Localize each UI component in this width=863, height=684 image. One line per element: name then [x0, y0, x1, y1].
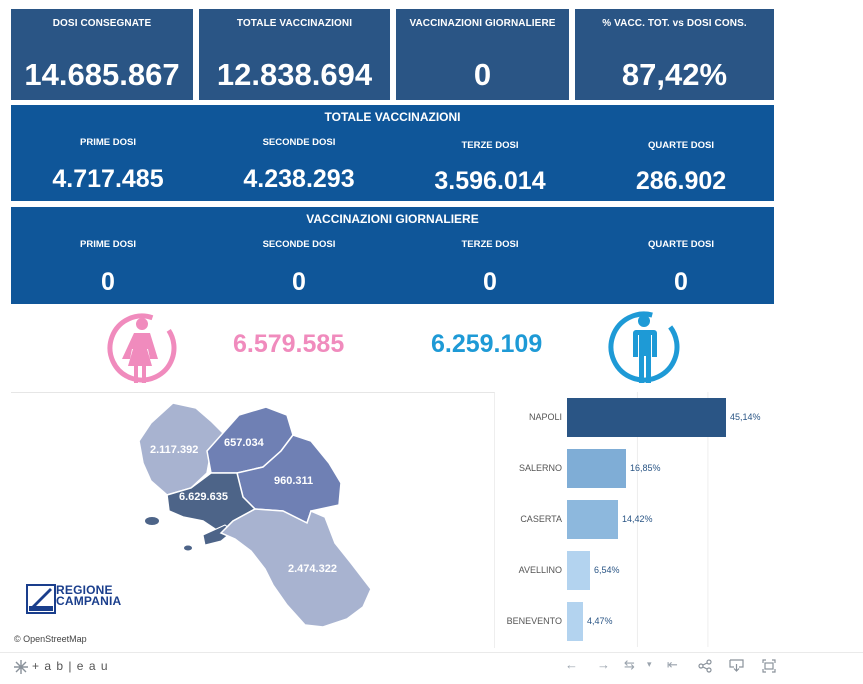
- reset-icon[interactable]: ⇤: [667, 657, 678, 672]
- logo-line-2: CAMPANIA: [56, 594, 122, 608]
- sub-label: TERZE DOSI: [461, 239, 519, 250]
- kpi-value: 87,42%: [621, 57, 728, 92]
- kpi-percentuale: % VACC. TOT. vs DOSI CONS. 87,42%: [575, 9, 774, 100]
- sub-value: 0: [101, 268, 115, 296]
- campania-map[interactable]: 2.117.392 657.034 960.311 6.629.635 2.47…: [11, 392, 495, 648]
- sub-label: SECONDE DOSI: [262, 137, 336, 148]
- bar-value-label: 6,54%: [594, 564, 620, 575]
- male-icon: [608, 311, 680, 383]
- tableau-toolbar: + a b | e a u ← → ⇆ ▾ ⇤: [0, 652, 863, 684]
- regione-crest-icon: [26, 584, 56, 614]
- map-label-benevento: 657.034: [224, 437, 264, 449]
- sub-value: 0: [483, 268, 497, 296]
- bar-salerno[interactable]: [567, 449, 626, 488]
- bar-value-label: 45,14%: [730, 411, 761, 422]
- panel-title: TOTALE VACCINAZIONI: [324, 110, 461, 124]
- bar-category-label: CASERTA: [520, 513, 562, 524]
- map-attribution[interactable]: © OpenStreetMap: [14, 634, 87, 644]
- male-count: 6.259.109: [431, 330, 543, 358]
- island-ischia: [145, 517, 159, 525]
- kpi-value: 12.838.694: [216, 57, 373, 92]
- undo-icon[interactable]: ←: [565, 657, 578, 672]
- kpi-label: VACCINAZIONI GIORNALIERE: [409, 18, 556, 29]
- bar-value-label: 16,85%: [630, 462, 661, 473]
- sub-value: 3.596.014: [434, 167, 546, 195]
- sub-label: QUARTE DOSI: [648, 140, 714, 151]
- kpi-totale-vaccinazioni: TOTALE VACCINAZIONI 12.838.694: [199, 9, 390, 100]
- redo-icon[interactable]: →: [597, 657, 610, 672]
- bar-caserta[interactable]: [567, 500, 618, 539]
- sub-label: PRIME DOSI: [80, 137, 136, 148]
- province-salerno[interactable]: [219, 508, 372, 628]
- map-label-napoli: 6.629.635: [179, 491, 228, 503]
- revert-dropdown-icon[interactable]: ▾: [647, 659, 652, 669]
- logo-line-1: REGIONE: [56, 583, 113, 597]
- map-canvas: [138, 402, 372, 628]
- tableau-logo-icon: [14, 660, 28, 674]
- bar-category-label: SALERNO: [518, 462, 562, 473]
- totale-vaccinazioni-panel: TOTALE VACCINAZIONI PRIME DOSI 4.717.485…: [11, 105, 774, 201]
- panel-title: VACCINAZIONI GIORNALIERE: [306, 212, 479, 226]
- kpi-value: 14.685.867: [24, 57, 180, 92]
- map-label-avellino: 960.311: [274, 475, 314, 487]
- kpi-dosi-consegnate: DOSI CONSEGNATE 14.685.867: [11, 9, 193, 100]
- bar-category-label: BENEVENTO: [506, 615, 562, 626]
- sub-value: 0: [674, 268, 688, 296]
- revert-icon[interactable]: ⇆: [624, 657, 635, 672]
- kpi-label: TOTALE VACCINAZIONI: [236, 18, 353, 29]
- female-count: 6.579.585: [233, 330, 345, 358]
- map-label-salerno: 2.474.322: [288, 563, 337, 575]
- share-icon[interactable]: [698, 659, 712, 673]
- sub-label: QUARTE DOSI: [648, 239, 714, 250]
- kpi-vaccinazioni-giornaliere: VACCINAZIONI GIORNALIERE 0: [396, 9, 569, 100]
- bar-benevento[interactable]: [567, 602, 583, 641]
- regione-campania-logo: REGIONE CAMPANIA: [26, 583, 121, 619]
- island-capri: [184, 545, 192, 551]
- sub-value: 4.238.293: [243, 165, 355, 193]
- bar-value-label: 4,47%: [587, 615, 613, 626]
- female-icon: [107, 313, 177, 383]
- fullscreen-icon[interactable]: [762, 659, 776, 673]
- bar-category-label: NAPOLI: [528, 411, 562, 422]
- kpi-value: 0: [473, 57, 492, 92]
- sub-label: TERZE DOSI: [461, 140, 519, 151]
- bar-avellino[interactable]: [567, 551, 590, 590]
- sub-value: 4.717.485: [52, 165, 164, 193]
- kpi-label: % VACC. TOT. vs DOSI CONS.: [602, 18, 747, 29]
- sub-label: SECONDE DOSI: [262, 239, 336, 250]
- vaccinazioni-giornaliere-panel: VACCINAZIONI GIORNALIERE PRIME DOSI 0 SE…: [11, 207, 774, 304]
- tableau-brand[interactable]: + a b | e a u: [32, 659, 109, 673]
- map-label-caserta: 2.117.392: [150, 444, 199, 456]
- sub-label: PRIME DOSI: [80, 239, 136, 250]
- bar-category-label: AVELLINO: [518, 564, 562, 575]
- sub-value: 286.902: [635, 167, 727, 195]
- bar-napoli[interactable]: [567, 398, 726, 437]
- bar-value-label: 14,42%: [622, 513, 653, 524]
- kpi-label: DOSI CONSEGNATE: [52, 18, 152, 29]
- download-icon[interactable]: [729, 658, 744, 673]
- sub-value: 0: [292, 268, 306, 296]
